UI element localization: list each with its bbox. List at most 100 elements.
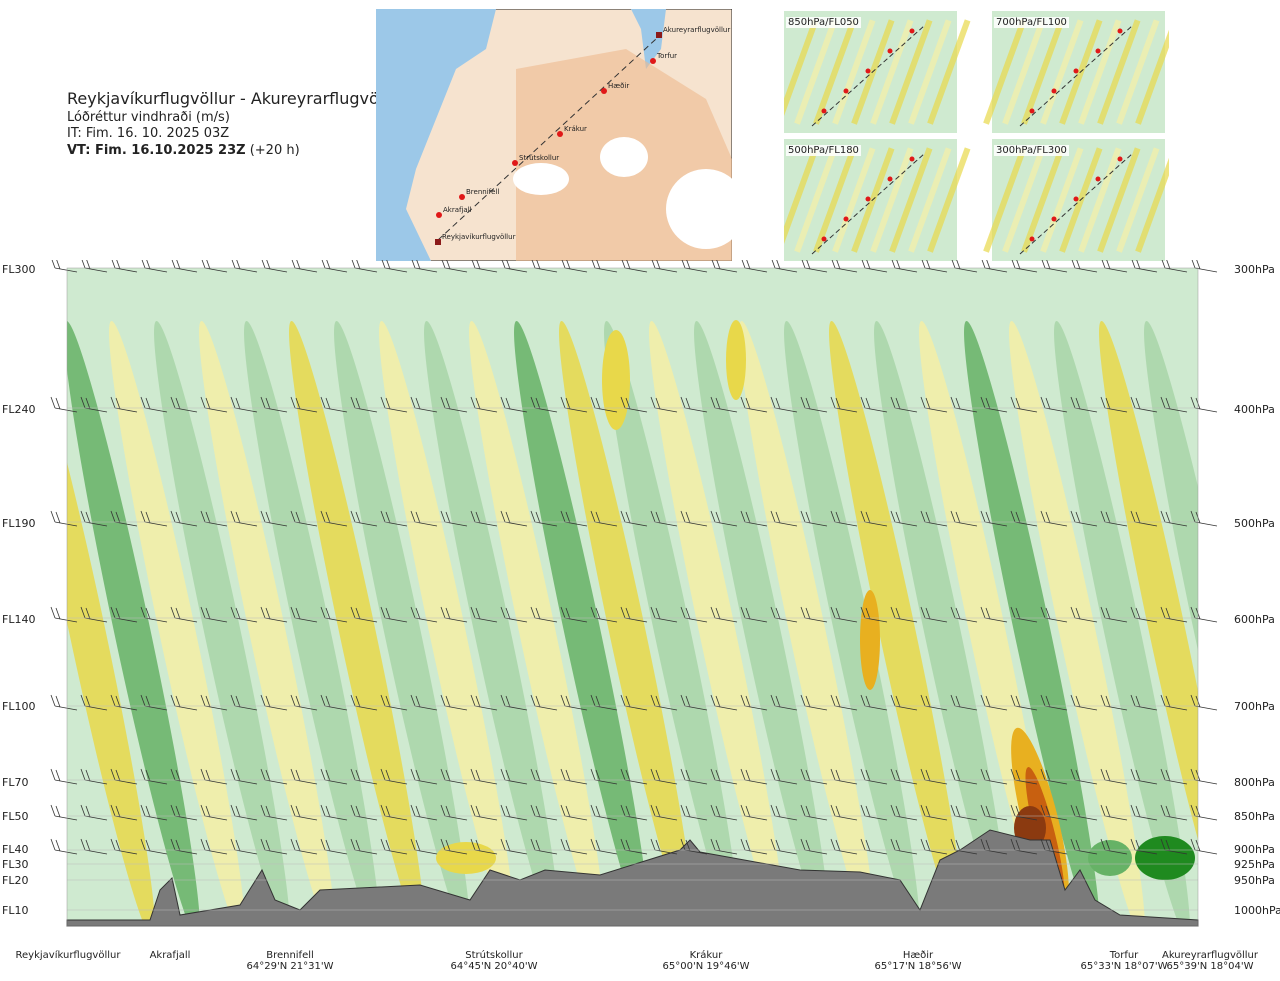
wind-barb bbox=[1074, 779, 1098, 785]
wind-barb bbox=[624, 407, 648, 413]
level-panel bbox=[983, 139, 1169, 261]
wind-barb bbox=[1074, 705, 1098, 711]
wind-barb bbox=[354, 815, 378, 821]
wind-barb bbox=[294, 705, 318, 711]
wind-barb bbox=[264, 705, 288, 711]
wind-barb bbox=[774, 521, 798, 527]
wind-barb bbox=[504, 815, 528, 821]
hpa-label: 600hPa bbox=[1234, 613, 1275, 626]
wind-barb bbox=[1164, 815, 1188, 821]
lead-time: (+20 h) bbox=[249, 143, 300, 158]
wind-barb bbox=[204, 617, 228, 623]
wind-barb bbox=[684, 407, 708, 413]
wind-barb bbox=[864, 705, 888, 711]
wind-barb bbox=[384, 815, 408, 821]
map-waypoint-marker bbox=[601, 88, 607, 94]
wind-barb bbox=[234, 705, 258, 711]
wind-barb bbox=[1194, 849, 1218, 855]
wind-barb bbox=[234, 849, 258, 855]
panel-label-300: 300hPa/FL300 bbox=[994, 145, 1069, 156]
wind-barb bbox=[654, 705, 678, 711]
wind-barb bbox=[474, 815, 498, 821]
wind-barb bbox=[144, 617, 168, 623]
wind-barb bbox=[954, 815, 978, 821]
wind-barb bbox=[1014, 407, 1038, 413]
wind-barb bbox=[294, 521, 318, 527]
wind-barb bbox=[324, 779, 348, 785]
wind-barb bbox=[444, 267, 468, 273]
map-point-label: Strútskollur bbox=[519, 154, 559, 162]
wind-barb bbox=[444, 815, 468, 821]
map-point-label: Akrafjall bbox=[443, 206, 472, 214]
route-map: Akureyrarflugvöllur Torfur Hæðir Krákur Strú… bbox=[376, 9, 732, 261]
wind-barb bbox=[474, 849, 498, 855]
wind-barb bbox=[624, 617, 648, 623]
level-panel bbox=[784, 139, 971, 261]
wind-barb bbox=[144, 521, 168, 527]
wind-barb bbox=[174, 849, 198, 855]
wind-barb bbox=[594, 267, 618, 273]
wind-barb bbox=[774, 815, 798, 821]
wind-barb bbox=[114, 267, 138, 273]
wind-barb bbox=[1044, 267, 1068, 273]
valid-time-line: VT: Fim. 16.10.2025 23Z (+20 h) bbox=[67, 143, 300, 159]
wind-barb bbox=[324, 705, 348, 711]
wind-barb bbox=[114, 705, 138, 711]
sea-area bbox=[376, 9, 496, 261]
wind-barb bbox=[924, 521, 948, 527]
fl-label: FL50 bbox=[2, 810, 29, 823]
wind-barb bbox=[84, 779, 108, 785]
wind-barb bbox=[1044, 407, 1068, 413]
wind-barb bbox=[1194, 617, 1218, 623]
wind-barb bbox=[384, 521, 408, 527]
wind-barb bbox=[804, 705, 828, 711]
map-airport-marker bbox=[435, 239, 441, 245]
wind-barb bbox=[1164, 705, 1188, 711]
wind-barb bbox=[384, 617, 408, 623]
wind-barb bbox=[264, 617, 288, 623]
wind-barb bbox=[654, 521, 678, 527]
wind-barb bbox=[1104, 267, 1128, 273]
wind-barb bbox=[1104, 617, 1128, 623]
wind-barb bbox=[894, 815, 918, 821]
wind-barb bbox=[564, 521, 588, 527]
wind-barb bbox=[174, 267, 198, 273]
wind-barb bbox=[354, 521, 378, 527]
wind-barb bbox=[894, 407, 918, 413]
wind-barb bbox=[714, 267, 738, 273]
wind-barb bbox=[834, 849, 858, 855]
wind-barb bbox=[174, 521, 198, 527]
wind-barb bbox=[444, 617, 468, 623]
wind-barb bbox=[144, 815, 168, 821]
fl-label: FL20 bbox=[2, 874, 29, 887]
wind-barb bbox=[414, 521, 438, 527]
wind-barb bbox=[294, 815, 318, 821]
wind-barb bbox=[894, 617, 918, 623]
wind-barb bbox=[54, 779, 78, 785]
wind-barb bbox=[804, 521, 828, 527]
wind-barb bbox=[354, 849, 378, 855]
wind-barb bbox=[1164, 521, 1188, 527]
wind-barb bbox=[1134, 705, 1158, 711]
plot-frame bbox=[66, 267, 1199, 927]
wind-barb bbox=[744, 617, 768, 623]
wind-barb bbox=[744, 815, 768, 821]
wind-barb bbox=[534, 779, 558, 785]
wind-barb bbox=[534, 267, 558, 273]
wind-barb bbox=[504, 849, 528, 855]
wind-barb bbox=[234, 407, 258, 413]
wind-barb bbox=[264, 815, 288, 821]
wind-barb bbox=[474, 267, 498, 273]
hpa-label: 1000hPa bbox=[1234, 904, 1280, 917]
wind-barb bbox=[114, 521, 138, 527]
wind-barb bbox=[294, 849, 318, 855]
wind-barb bbox=[234, 617, 258, 623]
wind-barb bbox=[354, 779, 378, 785]
wind-barb bbox=[624, 849, 648, 855]
wind-barb bbox=[1044, 815, 1068, 821]
map-point-label: Brennifell bbox=[466, 188, 499, 196]
wind-barb bbox=[624, 815, 648, 821]
fl-label: FL190 bbox=[2, 517, 36, 530]
wind-barb bbox=[834, 617, 858, 623]
wind-barb bbox=[264, 779, 288, 785]
